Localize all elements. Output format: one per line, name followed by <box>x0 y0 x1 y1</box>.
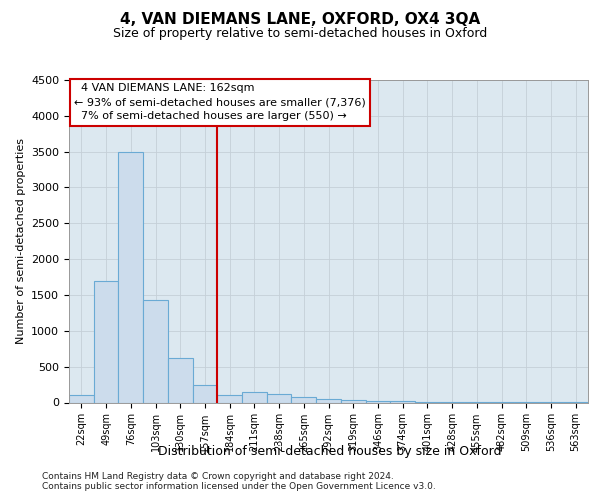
Bar <box>193 384 217 402</box>
Bar <box>292 397 316 402</box>
Text: 4 VAN DIEMANS LANE: 162sqm  
← 93% of semi-detached houses are smaller (7,376)
 : 4 VAN DIEMANS LANE: 162sqm ← 93% of semi… <box>74 83 366 121</box>
Bar <box>143 300 168 402</box>
Bar <box>217 394 242 402</box>
Text: Distribution of semi-detached houses by size in Oxford: Distribution of semi-detached houses by … <box>158 444 502 458</box>
Y-axis label: Number of semi-detached properties: Number of semi-detached properties <box>16 138 26 344</box>
Text: Size of property relative to semi-detached houses in Oxford: Size of property relative to semi-detach… <box>113 28 487 40</box>
Bar <box>341 400 365 402</box>
Text: 4, VAN DIEMANS LANE, OXFORD, OX4 3QA: 4, VAN DIEMANS LANE, OXFORD, OX4 3QA <box>120 12 480 28</box>
Bar <box>267 394 292 402</box>
Bar <box>242 392 267 402</box>
Text: Contains public sector information licensed under the Open Government Licence v3: Contains public sector information licen… <box>42 482 436 491</box>
Bar <box>316 399 341 402</box>
Bar <box>69 396 94 402</box>
Bar <box>365 401 390 402</box>
Bar <box>118 152 143 402</box>
Bar <box>168 358 193 403</box>
Text: Contains HM Land Registry data © Crown copyright and database right 2024.: Contains HM Land Registry data © Crown c… <box>42 472 394 481</box>
Bar <box>94 280 118 402</box>
